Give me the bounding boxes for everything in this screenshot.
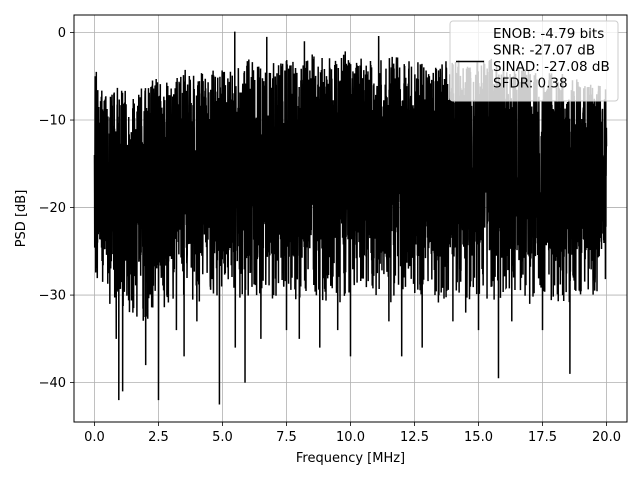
y-axis: 0 −10 −20 −30 −40 [39,26,74,391]
x-axis: 0.0 2.5 5.0 7.5 10.0 12.5 15.0 17.5 20.0 [84,422,621,445]
x-tick-label-2: 5.0 [212,430,233,445]
legend-box [449,20,619,102]
legend-sfdr: SFDR: 0.38 [493,76,568,92]
legend-sinad: SINAD: -27.08 dB [493,59,610,75]
y-tick-label-0: 0 [58,26,66,41]
y-tick-label-1: −10 [39,114,66,129]
y-tick-label-4: −40 [39,376,66,391]
x-axis-label: Frequency [MHz] [296,451,405,466]
legend-snr: SNR: -27.07 dB [493,43,595,59]
x-tick-label-7: 17.5 [528,430,557,445]
x-tick-label-6: 15.0 [464,430,493,445]
legend-enob: ENOB: -4.79 bits [493,26,604,42]
y-tick-label-3: −30 [39,289,66,304]
legend: ENOB: -4.79 bits SNR: -27.07 dB SINAD: -… [449,20,619,102]
x-tick-label-1: 2.5 [148,430,169,445]
y-tick-label-2: −20 [39,201,66,216]
x-tick-label-0: 0.0 [84,430,105,445]
x-tick-label-3: 7.5 [276,430,297,445]
x-tick-label-8: 20.0 [592,430,621,445]
x-tick-label-5: 12.5 [400,430,429,445]
x-tick-label-4: 10.0 [336,430,365,445]
y-axis-label: PSD [dB] [14,190,29,248]
